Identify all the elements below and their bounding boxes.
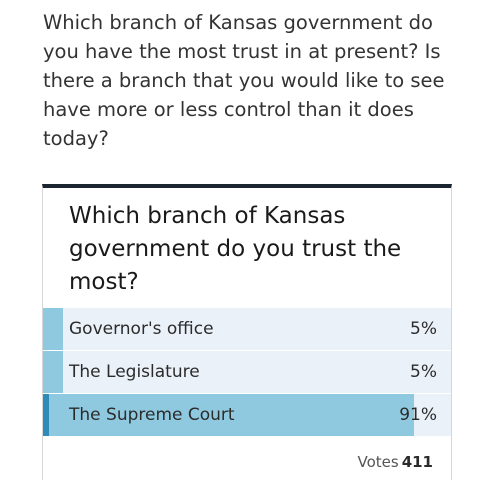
votes-label: Votes xyxy=(357,453,399,471)
poll-question: Which branch of Kansas government do you… xyxy=(69,203,402,295)
poll-option-governors-office[interactable]: Governor's office 5% xyxy=(43,308,451,350)
poll-option-supreme-court[interactable]: The Supreme Court 91% xyxy=(43,394,451,436)
votes-total: Votes 411 xyxy=(357,453,433,471)
poll-option-bar xyxy=(43,394,415,436)
poll-option-label: Governor's office xyxy=(69,319,214,339)
poll-option-percent: 5% xyxy=(410,319,437,339)
poll-widget: Which branch of Kansas government do you… xyxy=(42,184,452,480)
intro-question: Which branch of Kansas government do you… xyxy=(43,11,445,150)
poll-option-legislature[interactable]: The Legislature 5% xyxy=(43,351,451,393)
poll-option-label: The Legislature xyxy=(69,362,200,382)
votes-count: 411 xyxy=(401,453,433,471)
poll-options: Governor's office 5% The Legislature 5% … xyxy=(43,308,451,436)
poll-option-bar xyxy=(43,308,64,350)
selected-option-marker xyxy=(43,394,49,436)
poll-option-bar xyxy=(43,351,64,393)
poll-option-label: The Supreme Court xyxy=(69,405,235,425)
poll-option-percent: 91% xyxy=(399,405,437,425)
poll-option-percent: 5% xyxy=(410,362,437,382)
